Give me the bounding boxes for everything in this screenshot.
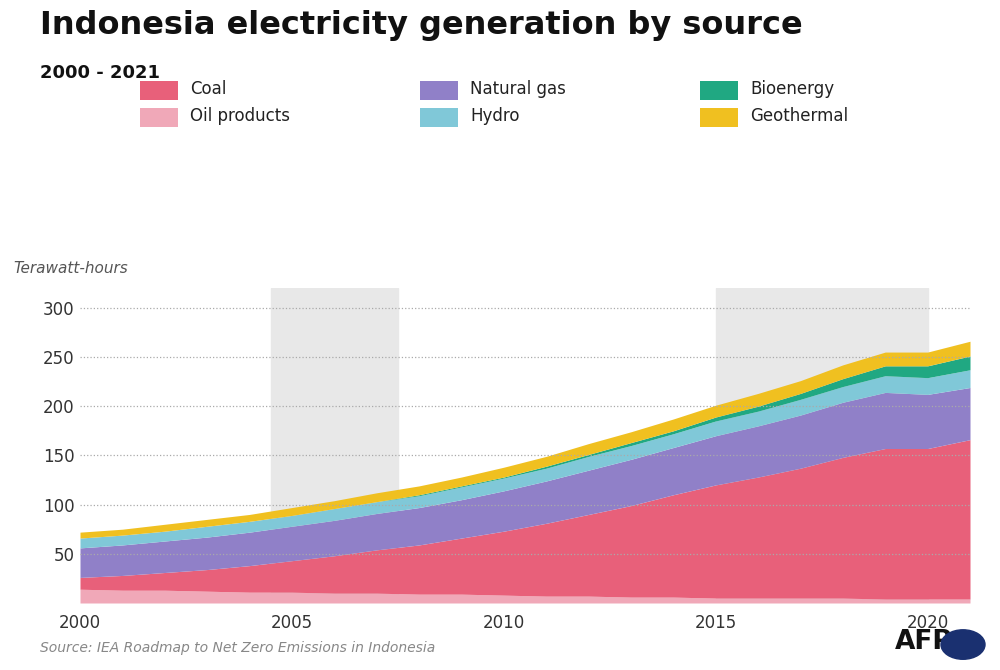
Bar [716, 288, 928, 603]
Text: Coal: Coal [190, 80, 226, 98]
Text: Terawatt-hours: Terawatt-hours [13, 261, 128, 275]
Bar [271, 288, 398, 603]
Text: Oil products: Oil products [190, 107, 290, 125]
Text: ●: ● [960, 642, 966, 647]
Text: Indonesia electricity generation by source: Indonesia electricity generation by sour… [40, 10, 803, 41]
Text: Geothermal: Geothermal [750, 107, 848, 125]
Text: 2000 - 2021: 2000 - 2021 [40, 64, 160, 82]
Text: AFP: AFP [895, 629, 953, 655]
Text: Source: IEA Roadmap to Net Zero Emissions in Indonesia: Source: IEA Roadmap to Net Zero Emission… [40, 641, 435, 655]
Text: Bioenergy: Bioenergy [750, 80, 834, 98]
Text: Hydro: Hydro [470, 107, 520, 125]
Text: Natural gas: Natural gas [470, 80, 566, 98]
